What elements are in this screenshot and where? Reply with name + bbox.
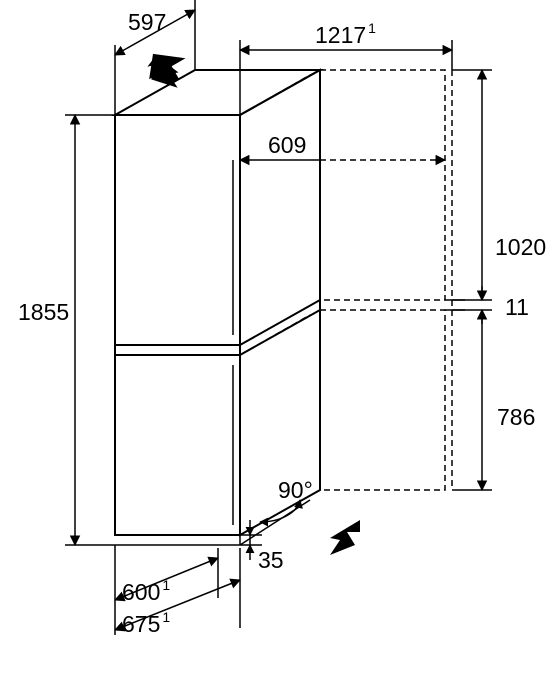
dim-height-total: 1855 (18, 299, 69, 325)
direction-arrow-bottom (330, 520, 360, 555)
dim-door-angle: 90° (278, 477, 313, 503)
dim-door-half: 609 (268, 132, 306, 158)
dim-gap: 11 (505, 294, 529, 320)
dim-upper-height: 1020 (495, 234, 546, 260)
direction-arrow-top (139, 41, 192, 92)
dim-depth-handle: 6751 (122, 609, 170, 637)
dim-depth-door-open: 12171 (315, 20, 376, 48)
dim-plinth: 35 (258, 547, 284, 573)
dim-lower-height: 786 (497, 404, 535, 430)
dim-width-top: 597 (128, 9, 166, 35)
dim-depth-body: 6001 (122, 577, 170, 605)
